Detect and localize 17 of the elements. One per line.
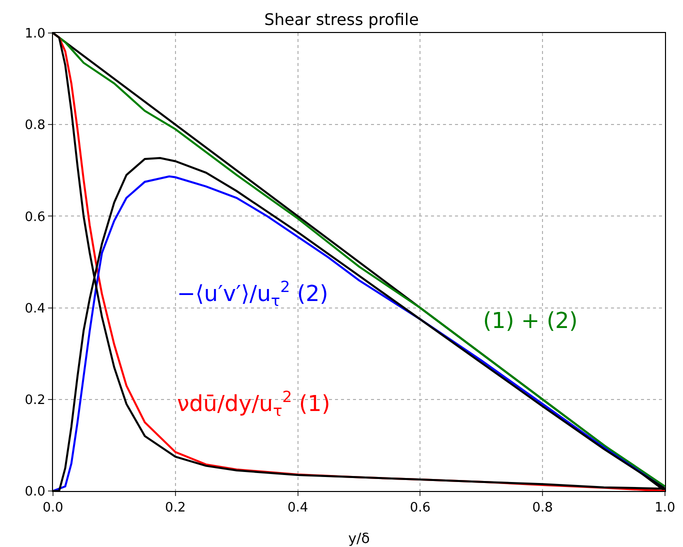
- annotation: −⟨u′v′⟩/u$_{τ}$$^{2}$ (2): [177, 278, 328, 310]
- x-tick-label: 0.4: [287, 500, 308, 516]
- y-tick-label: 0.8: [24, 118, 46, 134]
- annotation: νdū/dy/u$_{τ}$$^{2}$ (1): [177, 388, 330, 420]
- x-tick-label: 0.2: [165, 500, 186, 516]
- x-tick-label: 1.0: [654, 500, 676, 516]
- x-axis-title: y/δ: [348, 531, 370, 547]
- x-tick-label: 0.0: [42, 500, 64, 516]
- annotation: (1) + (2): [483, 309, 578, 334]
- x-tick-label: 0.6: [410, 500, 431, 516]
- y-tick-label: 1.0: [24, 26, 46, 42]
- y-tick-label: 0.2: [24, 392, 46, 408]
- y-tick-label: 0.6: [24, 210, 46, 225]
- y-tick-label: 0.0: [24, 484, 46, 500]
- chart-title: Shear stress profile: [264, 10, 419, 29]
- y-tick-label: 0.4: [24, 301, 46, 316]
- x-tick-label: 0.8: [532, 500, 553, 516]
